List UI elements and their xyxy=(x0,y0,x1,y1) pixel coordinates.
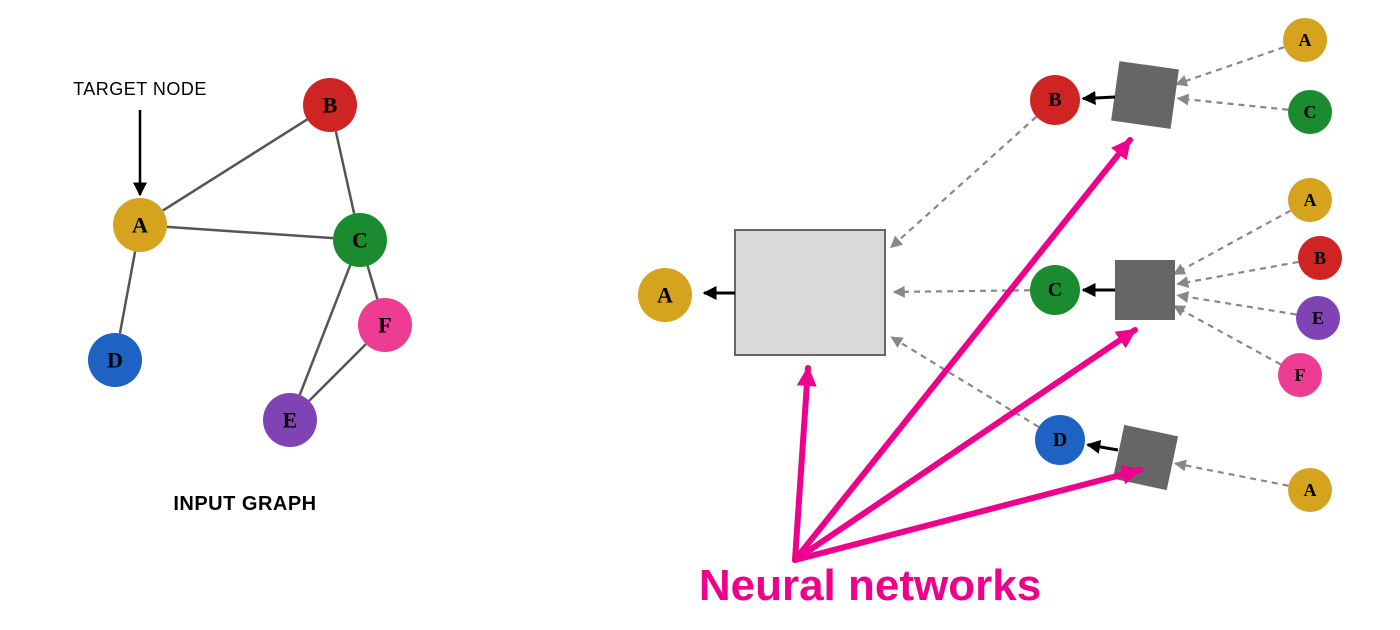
leaf-node-label: A xyxy=(1304,480,1317,500)
aggregator-box-big xyxy=(735,230,885,355)
neural-network-pointer xyxy=(795,470,1140,560)
graph-edge xyxy=(300,265,350,395)
leaf-dash-edge xyxy=(1178,98,1288,109)
graph-node-label: C xyxy=(352,228,368,253)
target-node-label: TARGET NODE xyxy=(73,79,207,99)
mid-node-label: C xyxy=(1048,279,1062,301)
aggregator-box-small xyxy=(1115,260,1175,320)
leaf-node-label: A xyxy=(1304,190,1317,210)
input-graph: A B C D E F TARGET NODE INPUT GRAPH xyxy=(73,78,412,515)
leaf-node-label: F xyxy=(1295,365,1306,385)
graph-edge xyxy=(368,266,378,299)
mid-dash-edge xyxy=(891,117,1036,248)
aggregator-box-small xyxy=(1113,425,1178,490)
leaf-node-label: C xyxy=(1304,102,1317,122)
leaf-dash-edge xyxy=(1174,211,1291,275)
leaf-node-label: A xyxy=(1299,30,1312,50)
leaf-dash-edge xyxy=(1177,262,1298,284)
graph-node-label: D xyxy=(107,348,123,373)
graph-edge xyxy=(120,252,135,334)
leaf-dash-edge xyxy=(1174,306,1281,365)
leaf-node-label: B xyxy=(1314,248,1326,268)
leaf-node-label: E xyxy=(1312,308,1324,328)
aggregator-box-small xyxy=(1111,61,1179,129)
output-node-label: A xyxy=(657,283,673,308)
mid-node-label: D xyxy=(1053,429,1067,451)
graph-edge xyxy=(336,131,354,213)
graph-edge xyxy=(163,119,307,210)
leaf-dash-edge xyxy=(1175,463,1288,485)
graph-node-label: A xyxy=(132,213,148,238)
graph-node-label: B xyxy=(323,93,338,118)
graph-node-label: F xyxy=(378,313,391,338)
box-to-mid-arrow xyxy=(1088,445,1118,450)
leaf-dash-edge xyxy=(1178,295,1297,314)
graph-edge xyxy=(167,227,333,238)
input-graph-caption: INPUT GRAPH xyxy=(173,493,316,515)
aggregation-tree: B C D A C A B E F A A Neural networks xyxy=(638,18,1342,610)
leaf-dash-edge xyxy=(1176,47,1284,84)
graph-node-label: E xyxy=(283,408,298,433)
neural-networks-label: Neural networks xyxy=(699,561,1041,610)
box-to-mid-arrow xyxy=(1083,97,1115,99)
neural-network-pointer xyxy=(795,368,808,560)
graph-edge xyxy=(309,344,366,401)
mid-node-label: B xyxy=(1048,89,1061,111)
